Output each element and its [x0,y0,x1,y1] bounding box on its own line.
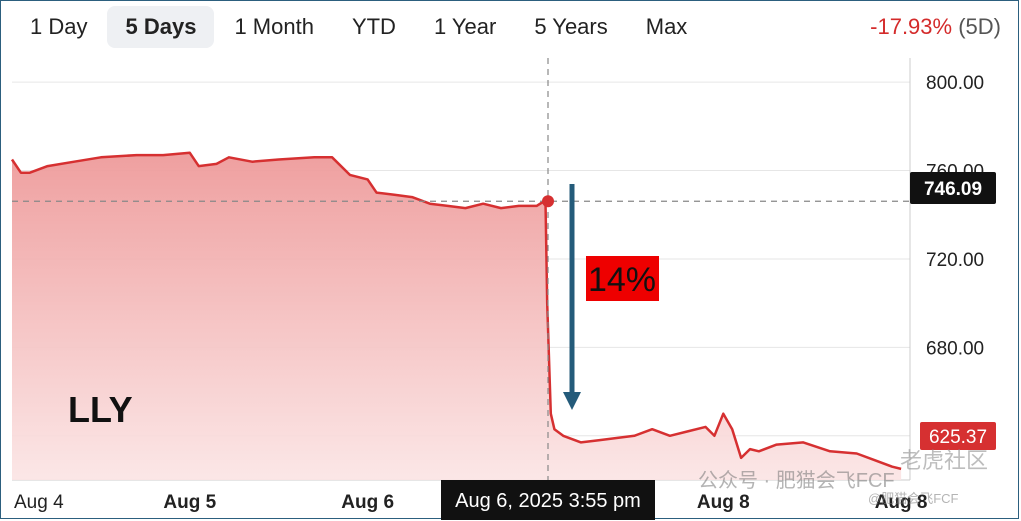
tab-ytd[interactable]: YTD [351,14,396,39]
price-area [12,152,902,481]
last-price: 625.37 [929,427,987,448]
period-change-percent: -17.93% [870,14,953,39]
tab-max[interactable]: Max [645,14,688,39]
tab-1-month[interactable]: 1 Month [234,14,314,39]
x-tick-label: Aug 6 [341,492,394,513]
period-change-period: (5D) [958,14,1001,39]
x-tick-label: Aug 5 [163,492,216,513]
x-tick-label: Aug 8 [697,492,750,513]
range-tabs: 1 Day 5 Days 1 Month YTD 1 Year 5 Years … [12,4,707,50]
crosshair-price: 746.09 [924,179,982,200]
x-tick-label: Aug 4 [14,492,64,513]
crosshair-price-tag [910,172,996,204]
tab-1-year[interactable]: 1 Year [433,14,497,39]
tab-5-years[interactable]: 5 Years [534,14,608,39]
crosshair-date-tag [441,480,655,520]
x-tick-labels: Aug 4 Aug 5 Aug 6 Aug 8 Aug 8 [14,492,927,513]
crosshair-point [542,195,554,208]
drop-annotation-box [586,256,659,301]
drop-arrow-head [563,392,581,410]
watermark-line1: 公众号 · 肥猫会飞FCF [698,469,895,492]
crosshair-date: Aug 6, 2025 3:55 pm [455,490,641,512]
drop-annotation: 14% [588,261,656,299]
y-tick-label: 680.00 [926,338,984,359]
y-tick-label: 720.00 [926,250,984,271]
x-tick-label: Aug 8 [875,492,928,513]
watermark: 公众号 · 肥猫会飞FCF @肥猫会飞FCF 老虎社区 [698,448,988,506]
ticker-label: LLY [68,389,133,430]
tab-1-day[interactable]: 1 Day [30,14,88,39]
watermark-brand: 老虎社区 [900,448,988,473]
last-price-tag [920,422,996,450]
tab-5-days[interactable]: 5 Days [107,6,215,48]
period-change: -17.93% (5D) [870,14,1001,40]
y-tick-label: 800.00 [926,73,984,94]
price-line [10,151,902,471]
watermark-line2: @肥猫会飞FCF [868,491,959,506]
